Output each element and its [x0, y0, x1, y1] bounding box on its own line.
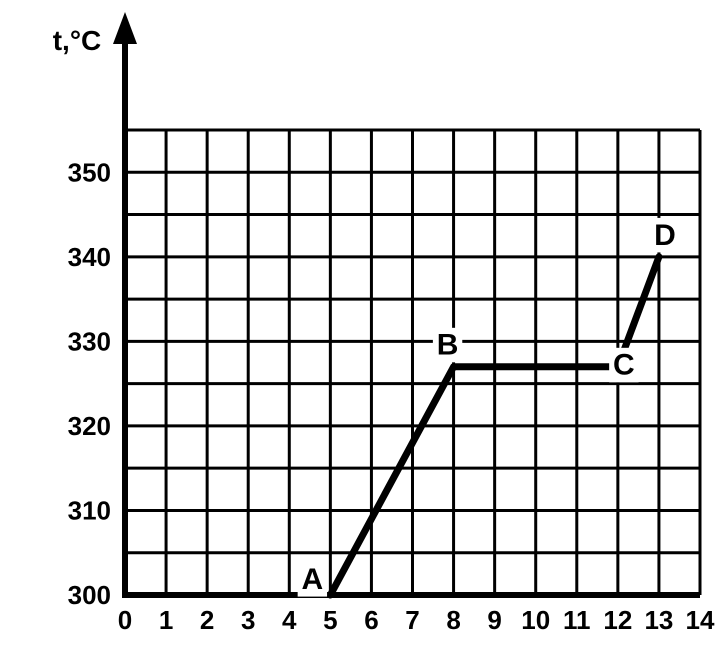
x-tick-label: 1 — [159, 605, 173, 635]
x-tick-label: 2 — [200, 605, 214, 635]
point-label: A — [302, 563, 324, 596]
y-tick-label: 350 — [68, 157, 111, 187]
x-tick-label: 9 — [487, 605, 501, 635]
x-tick-label: 14 — [686, 605, 715, 635]
y-tick-label: 300 — [68, 580, 111, 610]
x-tick-label: 12 — [603, 605, 632, 635]
x-tick-label: 8 — [446, 605, 460, 635]
x-tick-label: 13 — [644, 605, 673, 635]
temperature-chart: 30031032033034035001234567891011121314t,… — [0, 0, 722, 664]
x-tick-label: 6 — [364, 605, 378, 635]
point-label: D — [654, 219, 676, 252]
y-tick-label: 340 — [68, 242, 111, 272]
y-tick-label: 310 — [68, 495, 111, 525]
x-tick-label: 0 — [118, 605, 132, 635]
y-axis-label: t,°C — [53, 25, 102, 56]
x-tick-label: 7 — [405, 605, 419, 635]
point-label: B — [437, 329, 459, 362]
y-tick-label: 330 — [68, 326, 111, 356]
y-tick-label: 320 — [68, 411, 111, 441]
x-tick-label: 10 — [521, 605, 550, 635]
x-tick-label: 5 — [323, 605, 337, 635]
x-tick-label: 11 — [563, 605, 591, 635]
x-tick-label: 4 — [282, 605, 297, 635]
point-label: C — [613, 349, 635, 382]
x-tick-label: 3 — [241, 605, 255, 635]
